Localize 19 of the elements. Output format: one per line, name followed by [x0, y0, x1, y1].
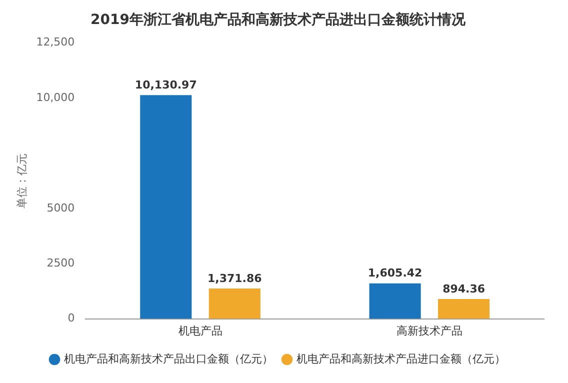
y-tick-label: 12,500 — [36, 36, 75, 49]
bar — [369, 283, 421, 319]
data-label: 1,605.42 — [368, 266, 422, 280]
data-label: 894.36 — [442, 282, 486, 296]
y-tick-label: 2500 — [46, 256, 75, 270]
legend-label: 机电产品和高新技术产品出口金额（亿元） — [64, 352, 273, 366]
chart-title: 2019年浙江省机电产品和高新技术产品进出口金额统计情况 — [90, 11, 466, 28]
bar — [438, 299, 490, 319]
legend-label: 机电产品和高新技术产品进口金额（亿元） — [296, 352, 506, 366]
x-tick-label: 机电产品 — [178, 324, 222, 338]
x-tick-label: 高新技术产品 — [396, 324, 462, 338]
data-label: 1,371.86 — [208, 272, 262, 285]
data-label: 10,130.97 — [134, 78, 197, 92]
y-axis-title: 单位：亿元 — [15, 153, 28, 208]
bar — [208, 288, 260, 319]
y-tick-label: 0 — [68, 312, 75, 325]
y-tick-label: 10,000 — [36, 90, 75, 104]
bar — [140, 95, 192, 319]
y-tick-label: 5000 — [46, 201, 75, 214]
